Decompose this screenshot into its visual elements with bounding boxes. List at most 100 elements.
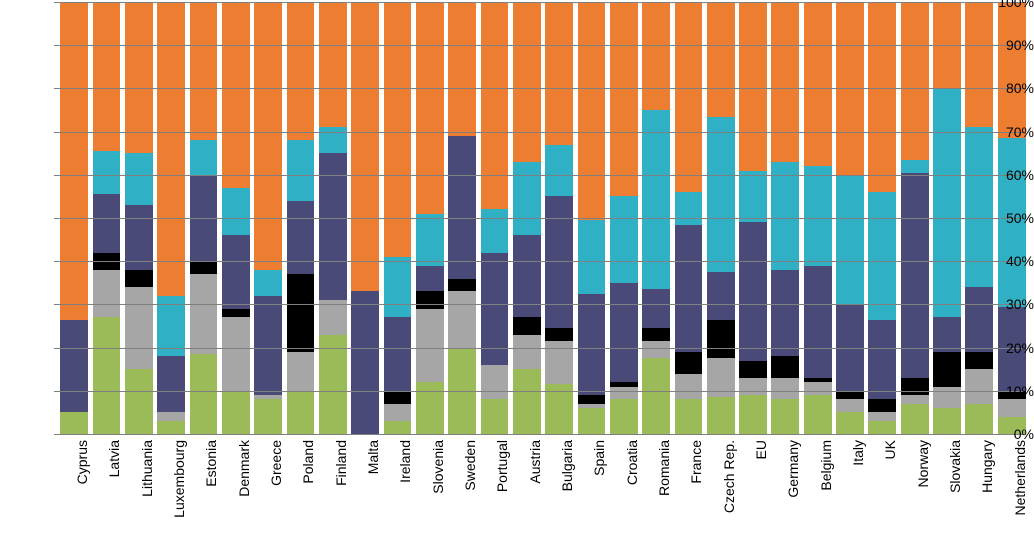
bar-segment — [190, 354, 218, 434]
bar-segment — [93, 317, 121, 434]
x-tick-label: Romania — [656, 440, 672, 496]
bar-segment — [287, 201, 315, 274]
x-tick-label: Portugal — [494, 440, 510, 492]
bar-segment — [868, 320, 896, 400]
bar-segment — [287, 391, 315, 434]
bar-segment — [901, 2, 929, 160]
bar-segment — [93, 194, 121, 252]
bar-segment — [125, 287, 153, 369]
bar-segment — [254, 296, 282, 395]
x-tick-label: Norway — [915, 440, 931, 487]
bar-segment — [319, 335, 347, 434]
bar-segment — [481, 2, 509, 209]
bar-segment — [739, 378, 767, 395]
x-tick-label: Finland — [333, 440, 349, 486]
bar-segment — [287, 2, 315, 140]
bar-segment — [642, 2, 670, 110]
y-tick-label: 50% — [986, 211, 1034, 225]
bar-segment — [610, 399, 638, 434]
bar-segment — [901, 378, 929, 395]
bar-segment — [448, 2, 476, 136]
bar-segment — [836, 399, 864, 412]
bar-segment — [675, 352, 703, 374]
bar-segment — [545, 145, 573, 197]
bar-segment — [836, 391, 864, 400]
bar-segment — [771, 270, 799, 356]
bar-segment — [804, 382, 832, 395]
y-tick-label: 80% — [986, 81, 1034, 95]
bar-segment — [642, 110, 670, 289]
bar-segment — [804, 166, 832, 265]
y-tick-label: 30% — [986, 297, 1034, 311]
bar-segment — [125, 369, 153, 434]
bar-segment — [157, 412, 185, 421]
bar-segment — [901, 395, 929, 404]
x-tick-label: Italy — [850, 440, 866, 466]
bar-segment — [513, 162, 541, 235]
y-tick-label: 20% — [986, 341, 1034, 355]
bar-segment — [60, 320, 88, 413]
bar-segment — [707, 117, 735, 273]
bar-segment — [868, 192, 896, 319]
bar-segment — [771, 378, 799, 400]
bar-segment — [190, 2, 218, 140]
bar-segment — [675, 192, 703, 224]
x-tick-label: Czech Rep. — [721, 440, 737, 513]
bar-segment — [965, 2, 993, 127]
bar-segment — [771, 162, 799, 270]
bar-segment — [416, 266, 444, 292]
bar-segment — [771, 2, 799, 162]
bar-segment — [578, 2, 606, 220]
bar-segment — [868, 399, 896, 412]
bar-segment — [125, 205, 153, 270]
bar-segment — [578, 408, 606, 434]
bar-segment — [578, 294, 606, 396]
bar-segment — [707, 2, 735, 116]
bar-segment — [60, 412, 88, 434]
bar-segment — [448, 279, 476, 292]
bar-segment — [675, 374, 703, 400]
x-tick-label: Bulgaria — [559, 440, 575, 491]
bar-segment — [513, 369, 541, 434]
bar-segment — [481, 365, 509, 400]
bar-segment — [319, 2, 347, 127]
bar-segment — [933, 408, 961, 434]
gridline — [54, 88, 1024, 89]
x-tick-label: Germany — [785, 440, 801, 498]
bar-segment — [416, 291, 444, 308]
gridline — [54, 304, 1024, 305]
x-tick-label: France — [688, 440, 704, 484]
y-tick-label: 10% — [986, 384, 1034, 398]
bar-segment — [93, 270, 121, 318]
bar-segment — [545, 196, 573, 328]
bar-segment — [416, 214, 444, 266]
bar-segment — [157, 356, 185, 412]
bar-segment — [448, 136, 476, 279]
bar-segment — [254, 399, 282, 434]
x-tick-label: Belgium — [818, 440, 834, 491]
gridline — [54, 348, 1024, 349]
x-tick-label: Greece — [268, 440, 284, 486]
x-tick-label: UK — [882, 440, 898, 459]
bar-segment — [836, 412, 864, 434]
x-tick-label: Latvia — [106, 440, 122, 477]
bar-segment — [739, 395, 767, 434]
bar-segment — [190, 261, 218, 274]
x-tick-label: Hungary — [979, 440, 995, 493]
bar-segment — [481, 399, 509, 434]
bar-segment — [901, 160, 929, 173]
bar-segment — [610, 196, 638, 282]
bar-segment — [804, 266, 832, 378]
gridline — [54, 175, 1024, 176]
bar-segment — [287, 140, 315, 200]
bar-segment — [610, 283, 638, 382]
bar-segment — [222, 2, 250, 188]
bar-segment — [675, 399, 703, 434]
bar-segment — [60, 2, 88, 320]
gridline — [54, 218, 1024, 219]
x-tick-label: Spain — [591, 440, 607, 476]
bar-segment — [125, 153, 153, 205]
bar-segment — [513, 317, 541, 334]
bar-segment — [804, 395, 832, 434]
bar-segment — [190, 140, 218, 175]
